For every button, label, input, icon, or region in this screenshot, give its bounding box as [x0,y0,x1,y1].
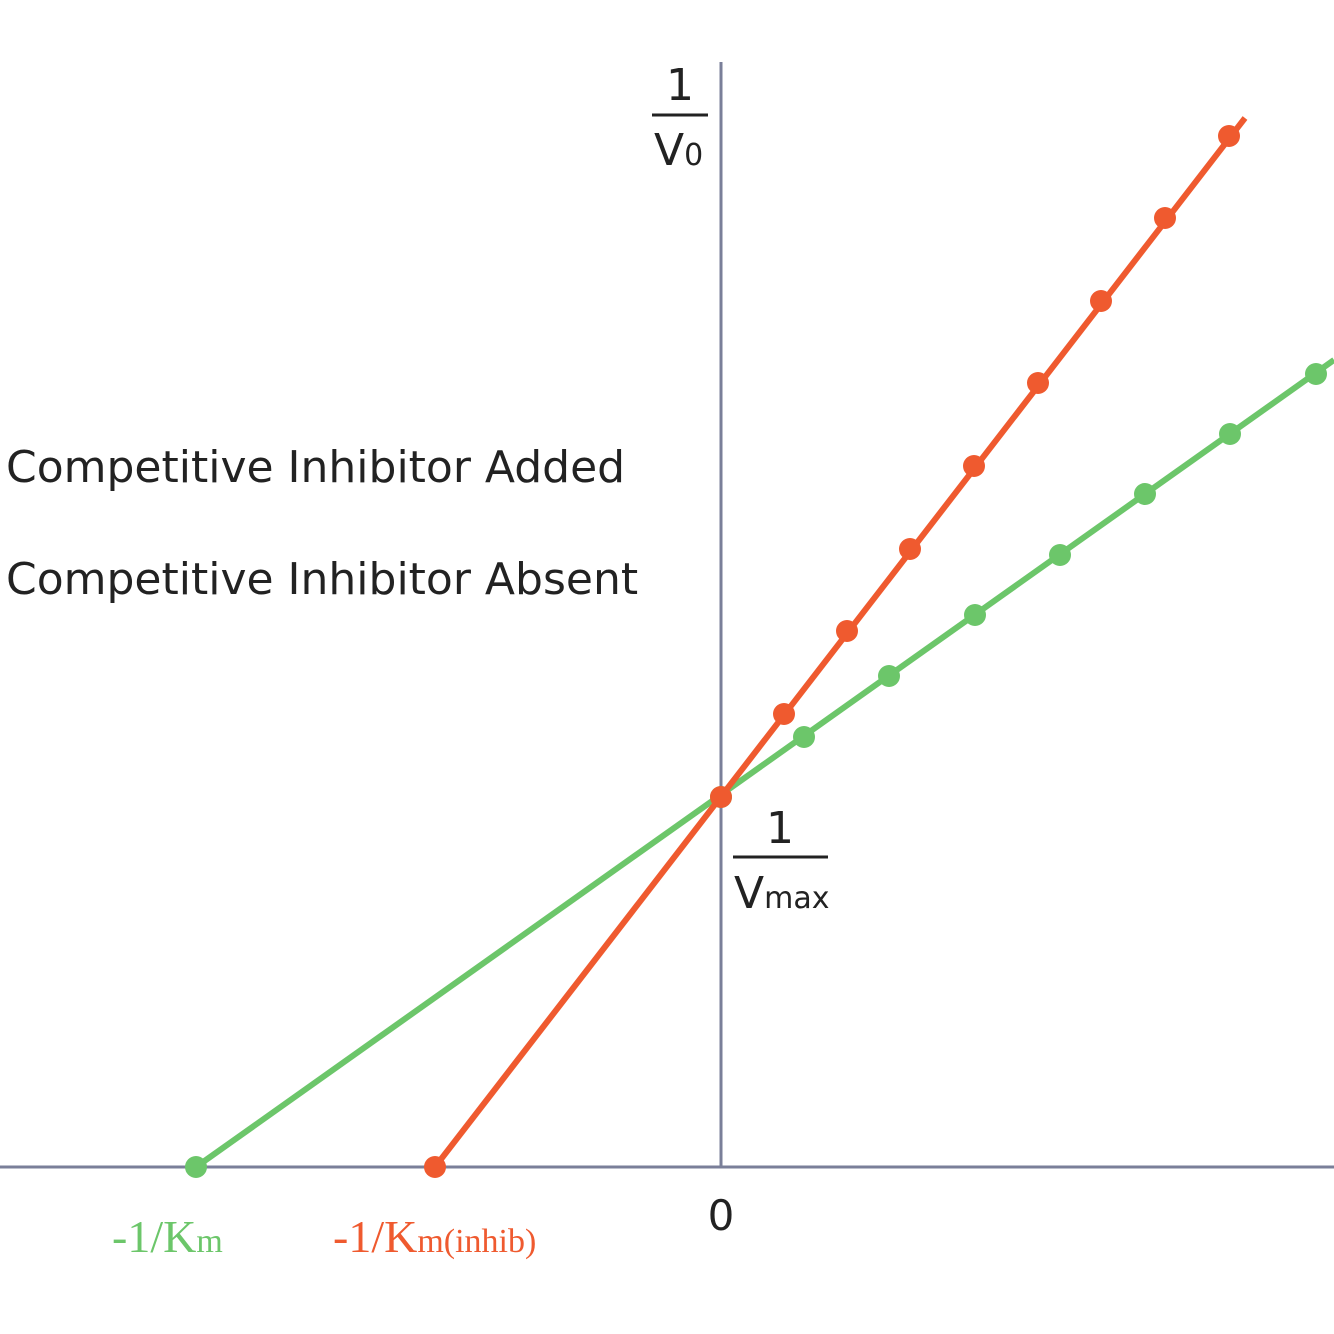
point [710,786,732,808]
y-label-denominator: V0 [654,125,703,176]
legend-absent: Competitive Inhibitor Absent [6,554,638,605]
intercept-subscript: max [764,881,829,916]
point [1219,423,1241,445]
point [878,665,900,687]
km-inhib-text: -1/K [333,1211,417,1262]
legend-added: Competitive Inhibitor Added [6,442,625,493]
point [1027,372,1049,394]
intercept-v: V [734,868,764,919]
point [1090,290,1112,312]
point [424,1156,446,1178]
intercept-denominator: Vmax [734,868,829,919]
point [773,703,795,725]
y-label-subscript: 0 [684,138,703,173]
km-inhib-label: -1/Km(inhib) [333,1211,536,1262]
km-label: -1/Km [112,1211,223,1262]
origin-label: 0 [708,1191,735,1240]
intercept-numerator: 1 [766,803,794,854]
km-text: -1/K [112,1211,196,1262]
point [793,726,815,748]
point [964,604,986,626]
y-label-numerator: 1 [666,60,694,111]
point [1154,207,1176,229]
point [899,538,921,560]
point [1218,125,1240,147]
km-subscript: m [196,1223,222,1260]
point [1049,544,1071,566]
point [836,620,858,642]
point [963,455,985,477]
added-series [424,116,1248,1178]
km-inhib-subscript: m(inhib) [417,1223,536,1260]
point [1134,483,1156,505]
added-line [432,116,1248,1169]
point [185,1156,207,1178]
point [1305,363,1327,385]
y-label-v: V [654,125,684,176]
